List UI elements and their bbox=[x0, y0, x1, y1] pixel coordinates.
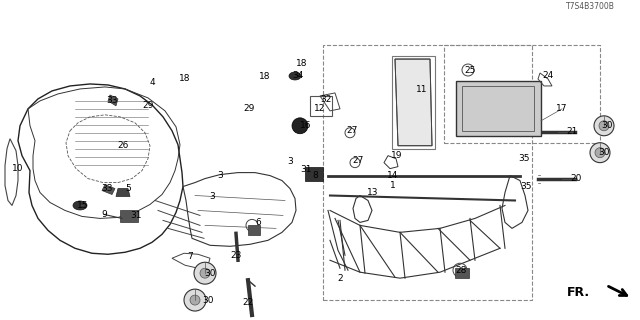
Text: 25: 25 bbox=[464, 66, 476, 75]
Text: 31: 31 bbox=[300, 165, 312, 174]
Circle shape bbox=[590, 143, 610, 163]
Text: 28: 28 bbox=[455, 266, 467, 275]
Text: 7: 7 bbox=[187, 252, 193, 261]
Text: 18: 18 bbox=[179, 75, 191, 84]
Text: 5: 5 bbox=[125, 184, 131, 193]
Text: T7S4B3700B: T7S4B3700B bbox=[566, 2, 615, 11]
Text: 13: 13 bbox=[367, 188, 379, 197]
Polygon shape bbox=[395, 59, 432, 146]
Bar bbox=[462, 86, 534, 131]
Text: 16: 16 bbox=[300, 121, 312, 130]
Text: 3: 3 bbox=[217, 171, 223, 180]
Bar bbox=[455, 268, 469, 278]
Bar bbox=[392, 56, 435, 149]
Text: 10: 10 bbox=[12, 164, 24, 173]
Circle shape bbox=[595, 148, 605, 158]
Text: 32: 32 bbox=[320, 95, 332, 104]
Text: 31: 31 bbox=[131, 211, 141, 220]
Bar bbox=[248, 225, 260, 235]
Text: 19: 19 bbox=[391, 151, 403, 160]
Text: 23: 23 bbox=[230, 251, 242, 260]
Text: 29: 29 bbox=[243, 104, 255, 113]
Text: 17: 17 bbox=[556, 104, 568, 113]
Text: 30: 30 bbox=[202, 296, 214, 305]
Text: 1: 1 bbox=[390, 181, 396, 190]
Text: 33: 33 bbox=[101, 184, 113, 193]
Text: 3: 3 bbox=[287, 157, 293, 166]
Text: 6: 6 bbox=[255, 218, 261, 227]
Text: 18: 18 bbox=[259, 73, 271, 82]
Circle shape bbox=[194, 262, 216, 284]
Bar bbox=[323, 45, 532, 300]
Text: 34: 34 bbox=[292, 71, 304, 81]
Text: 27: 27 bbox=[346, 126, 358, 135]
Polygon shape bbox=[108, 95, 118, 106]
Circle shape bbox=[200, 268, 210, 278]
Text: 30: 30 bbox=[601, 121, 612, 130]
Text: 30: 30 bbox=[598, 148, 610, 157]
Text: 12: 12 bbox=[314, 104, 326, 113]
Text: 35: 35 bbox=[518, 154, 530, 163]
Circle shape bbox=[184, 289, 206, 311]
Text: 2: 2 bbox=[337, 274, 343, 283]
Text: 14: 14 bbox=[387, 171, 399, 180]
Text: 27: 27 bbox=[352, 156, 364, 165]
Polygon shape bbox=[102, 185, 115, 195]
Text: 18: 18 bbox=[296, 59, 308, 68]
Text: 22: 22 bbox=[243, 298, 253, 307]
Circle shape bbox=[594, 116, 614, 136]
Bar bbox=[456, 81, 541, 136]
Bar bbox=[305, 167, 323, 180]
Text: 9: 9 bbox=[101, 210, 107, 219]
Text: 8: 8 bbox=[312, 171, 318, 180]
Circle shape bbox=[292, 118, 308, 134]
Text: 33: 33 bbox=[106, 96, 118, 105]
Ellipse shape bbox=[73, 201, 87, 210]
Text: 30: 30 bbox=[204, 269, 216, 278]
Circle shape bbox=[190, 295, 200, 305]
Text: 20: 20 bbox=[570, 174, 582, 183]
Circle shape bbox=[599, 121, 609, 131]
Text: 35: 35 bbox=[520, 182, 532, 191]
Text: 24: 24 bbox=[542, 71, 554, 81]
Text: 21: 21 bbox=[566, 127, 578, 136]
Polygon shape bbox=[116, 188, 130, 196]
Bar bbox=[444, 45, 600, 143]
Text: 26: 26 bbox=[117, 141, 129, 150]
Ellipse shape bbox=[289, 72, 301, 80]
Text: 4: 4 bbox=[149, 78, 155, 87]
Text: FR.: FR. bbox=[567, 286, 590, 299]
Text: 3: 3 bbox=[209, 192, 215, 201]
Text: 29: 29 bbox=[142, 101, 154, 110]
Bar bbox=[120, 211, 138, 222]
Text: 11: 11 bbox=[416, 85, 428, 94]
Bar bbox=[310, 96, 332, 116]
Text: 15: 15 bbox=[77, 201, 89, 210]
